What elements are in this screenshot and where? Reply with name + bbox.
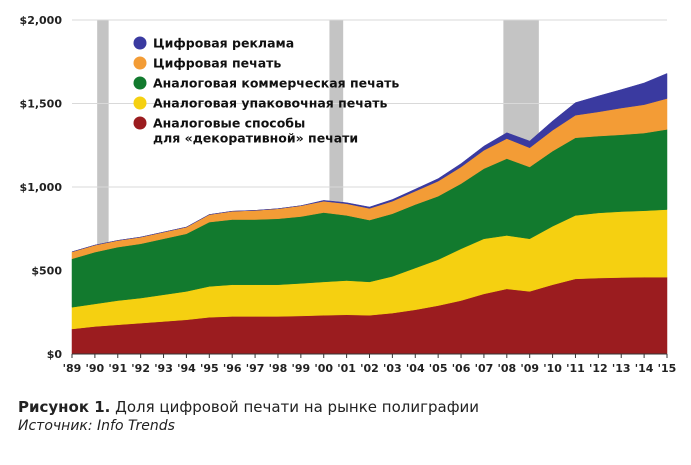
axes: $0 $500 $1,000 $1,500 $2,000 '89 '90'91 '92 '93 '… <box>20 14 677 375</box>
x-tick-label: '00 <box>314 362 333 375</box>
x-tick-label: '94 <box>177 362 196 375</box>
x-tick-label: '06 <box>452 362 471 375</box>
legend-marker-0 <box>133 116 147 130</box>
series-area-4 <box>71 73 668 253</box>
legend-marker-2 <box>133 76 147 90</box>
y-tick-label: $1,500 <box>20 98 63 111</box>
x-tick-label: '07 <box>475 362 494 375</box>
x-tick-label: '92 <box>131 362 150 375</box>
x-tick-label: '97 <box>246 362 265 375</box>
x-tick-label: '89 <box>63 362 82 375</box>
legend-label-0: Аналоговые способы для «декоративной» печ… <box>153 116 358 146</box>
y-tick-label: $1,000 <box>20 181 63 194</box>
legend-marker-1 <box>133 96 147 110</box>
x-tick-label: '91 <box>108 362 127 375</box>
x-tick-label: '98 <box>269 362 288 375</box>
x-tick-label: '10 <box>543 362 562 375</box>
area-series <box>71 73 668 355</box>
legend-marker-3 <box>133 56 147 70</box>
figure-number: Рисунок 1. <box>18 398 111 416</box>
figure-caption: Рисунок 1. Доля цифровой печати на рынке… <box>18 397 479 417</box>
x-tick-label: '04 <box>406 362 425 375</box>
figure-title: Доля цифровой печати на рынке полиграфии <box>110 398 480 416</box>
x-tick-label: '05 <box>429 362 448 375</box>
stacked-area-chart: $0 $500 $1,000 $1,500 $2,000 '89 '90'91 '92 '93 '… <box>20 14 677 375</box>
x-tick-label: '95 <box>200 362 219 375</box>
legend: Цифровая реклама Цифровая печать Аналогова… <box>133 36 399 146</box>
x-tick-label: '02 <box>360 362 379 375</box>
x-tick-label: '08 <box>497 362 516 375</box>
legend-label-2: Аналоговая коммерческая печать <box>153 76 399 91</box>
legend-marker-4 <box>133 36 147 50</box>
x-tick-label: '14 <box>635 362 654 375</box>
x-tick-label: '12 <box>589 362 608 375</box>
x-tick-label: '96 <box>223 362 242 375</box>
legend-label-4: Цифровая реклама <box>153 36 294 51</box>
legend-label-1: Аналоговая упаковочная печать <box>153 96 388 111</box>
x-tick-label: '13 <box>612 362 631 375</box>
x-tick-label: '11 <box>566 362 585 375</box>
x-tick-label: '90 <box>86 362 105 375</box>
y-tick-label: $0 <box>47 348 63 361</box>
x-tick-label: '03 <box>383 362 402 375</box>
legend-label-3: Цифровая печать <box>153 56 281 71</box>
x-tick-label: '15 <box>658 362 677 375</box>
x-tick-label: '99 <box>292 362 311 375</box>
y-tick-label: $500 <box>31 265 62 278</box>
figure-source: Источник: Info Trends <box>18 418 175 434</box>
x-tick-label: '09 <box>520 362 539 375</box>
y-tick-label: $2,000 <box>20 14 63 27</box>
x-tick-label: '93 <box>154 362 173 375</box>
x-tick-label: '01 <box>337 362 356 375</box>
